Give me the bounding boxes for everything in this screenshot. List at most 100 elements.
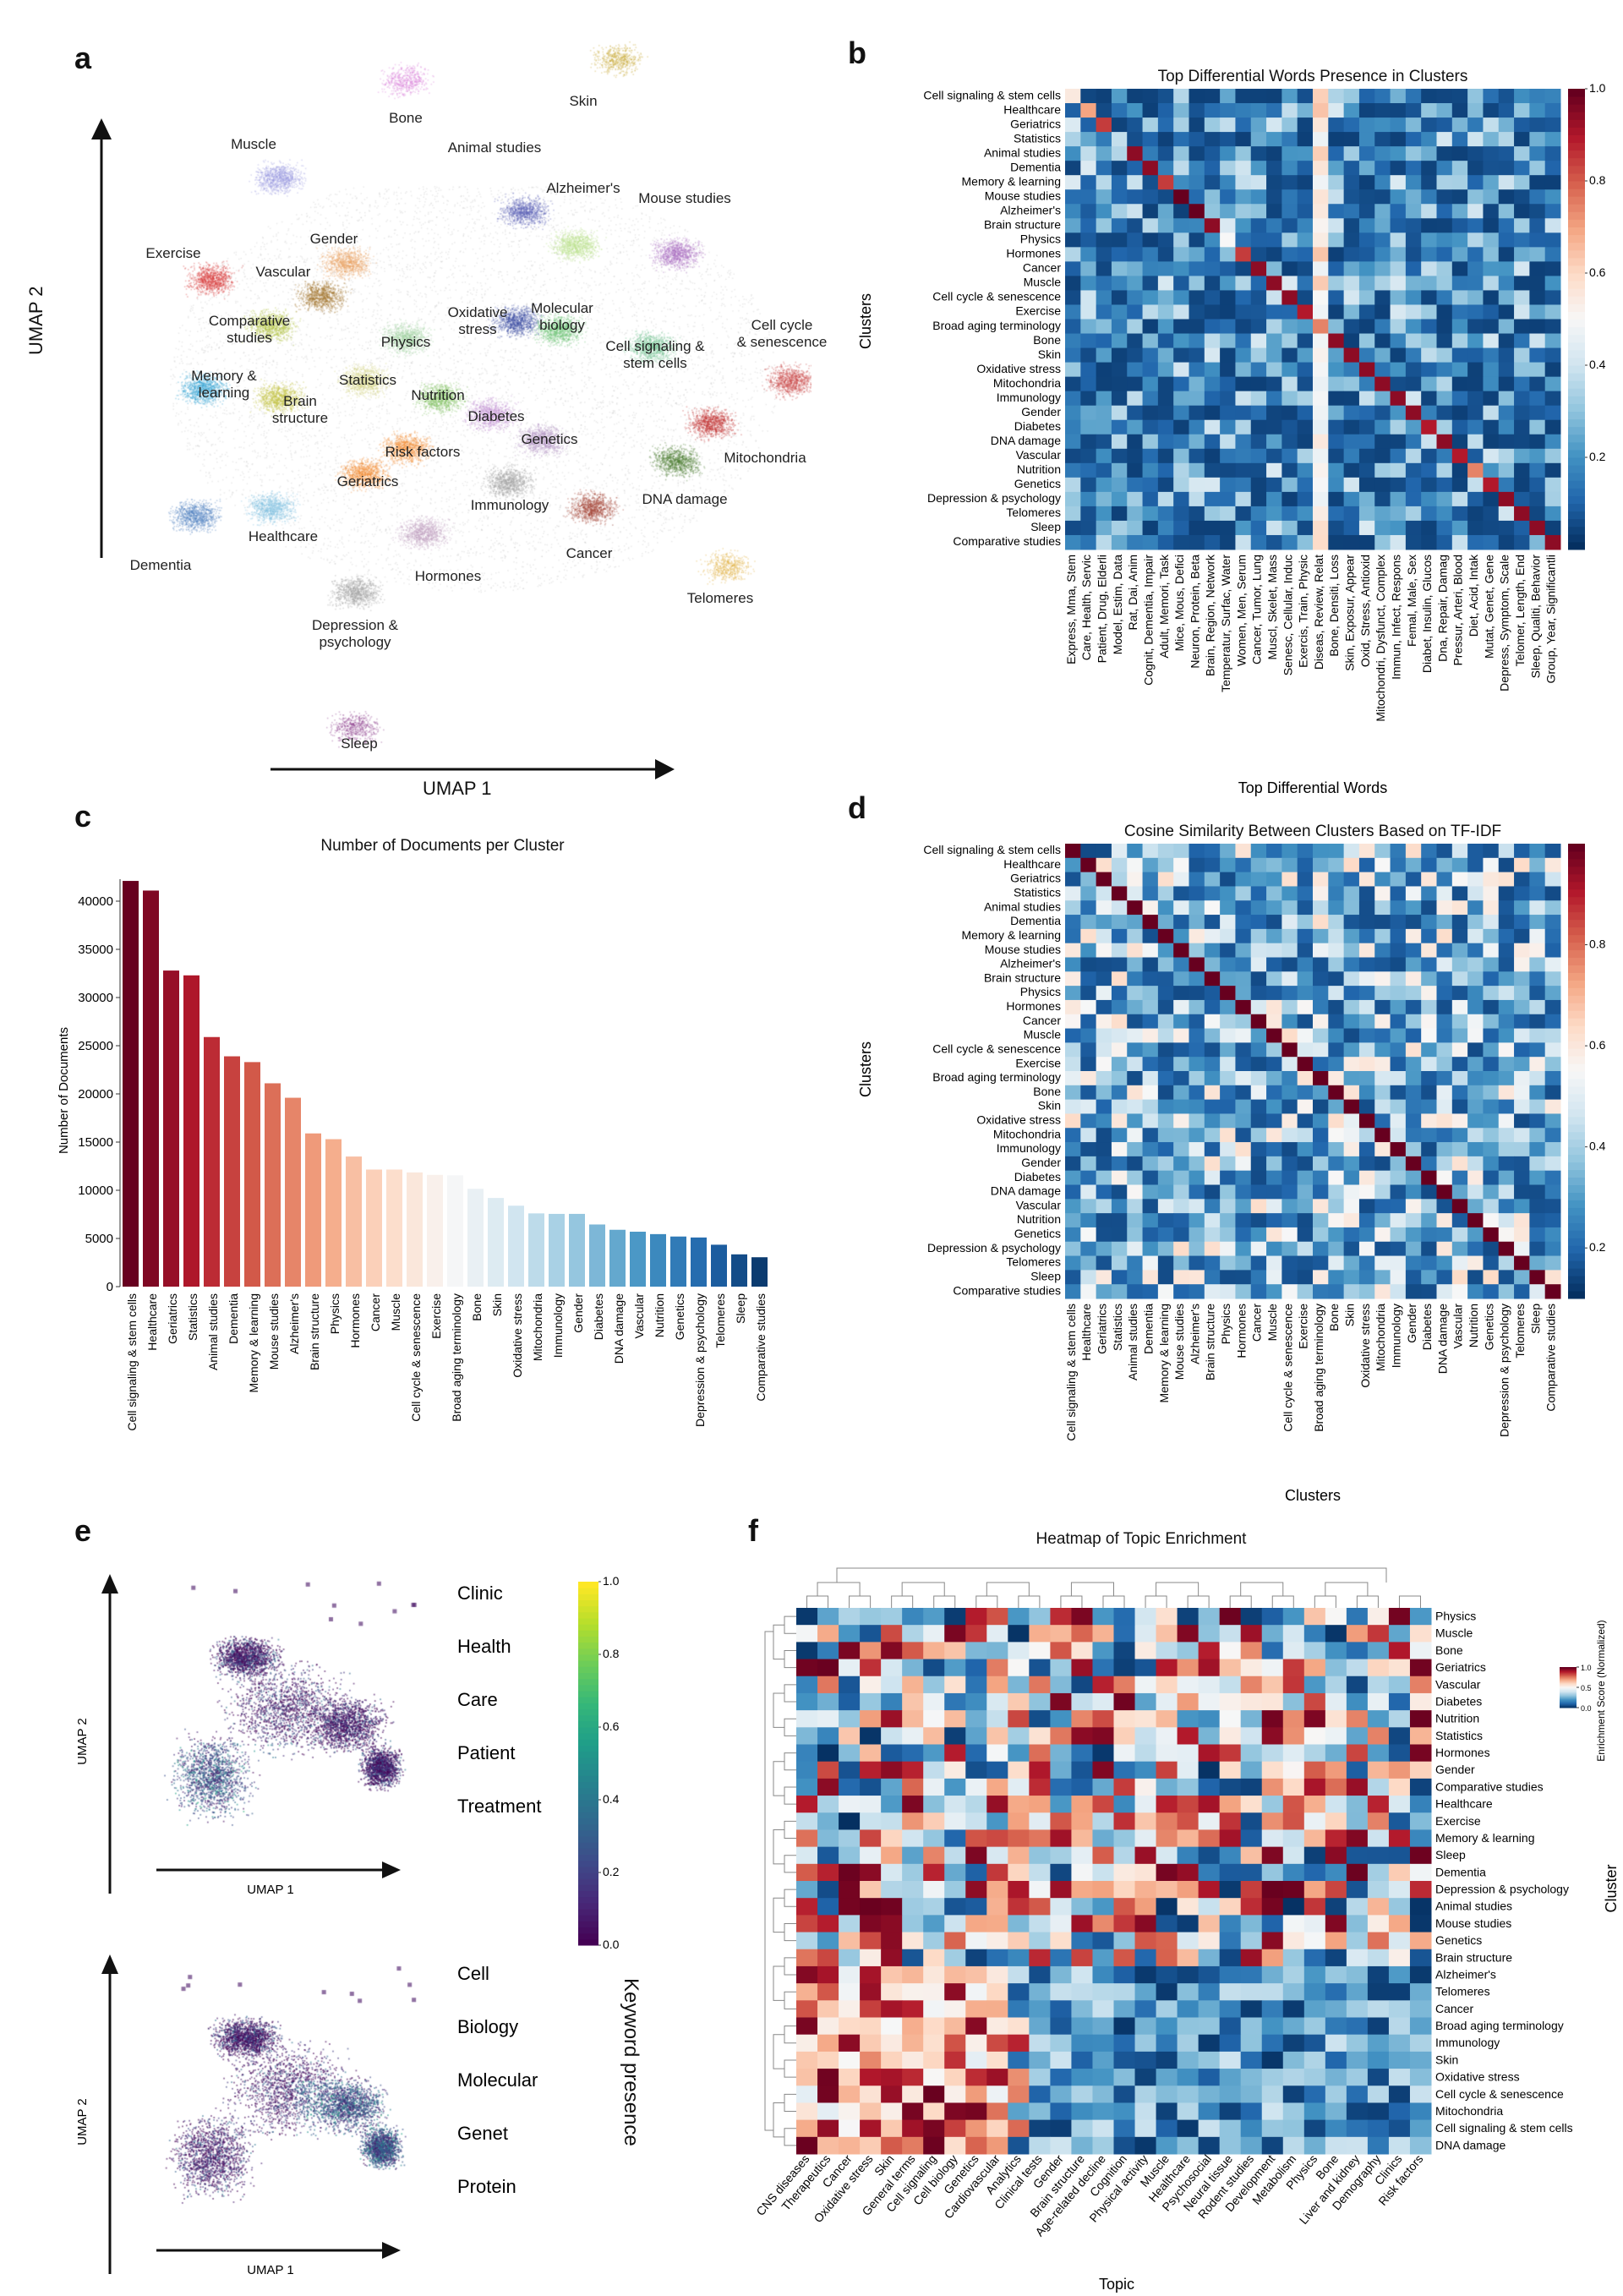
heatmap-cell <box>1325 1727 1347 1745</box>
heatmap-cell <box>1498 477 1515 493</box>
heatmap-cell <box>1050 1761 1072 1779</box>
heatmap-cell <box>1113 1983 1136 2001</box>
heatmap-cell <box>1071 1932 1093 1950</box>
heatmap-cell <box>860 1915 882 1933</box>
heatmap-cell <box>860 2034 882 2053</box>
heatmap-cell <box>1388 1881 1411 1899</box>
heatmap-cell <box>1080 290 1097 305</box>
heatmap-cell <box>1240 1812 1263 1830</box>
heatmap-cell <box>1198 1949 1221 1967</box>
heatmap-cell <box>1514 261 1530 276</box>
heatmap-cell <box>1451 118 1468 133</box>
heatmap-cell <box>1250 261 1267 276</box>
heatmap-cell <box>881 1676 903 1694</box>
heatmap-cell <box>1111 391 1128 407</box>
heatmap-cell <box>1266 304 1282 320</box>
heatmap-cell <box>1235 276 1252 291</box>
heatmap-cell <box>1529 161 1546 176</box>
heatmap-cell <box>860 2051 882 2069</box>
heatmap-cell <box>1282 1659 1305 1677</box>
heatmap-cell <box>1111 333 1128 349</box>
umap-cluster-label-29: Hormones <box>415 568 481 584</box>
heatmap-cell <box>1220 534 1236 550</box>
heatmap-cell <box>1127 405 1144 421</box>
heatmap-cell <box>1071 1710 1093 1728</box>
heatmap-cell <box>1483 347 1500 364</box>
heatmap-cell <box>1388 2136 1411 2155</box>
heatmap-cell <box>1529 520 1546 536</box>
heatmap-cell <box>1367 1949 1390 1967</box>
heatmap-cell <box>1346 2069 1369 2086</box>
heatmap-cell <box>1235 290 1252 305</box>
heatmap-cell <box>986 1983 1008 2001</box>
heatmap-cell <box>860 1949 882 1967</box>
heatmap-cell <box>1374 405 1391 421</box>
heatmap-cell <box>817 1692 839 1711</box>
heatmap-cell <box>796 1796 818 1813</box>
heatmap-cell <box>1204 347 1221 364</box>
heatmap-cell <box>1467 477 1484 493</box>
heatmap-cell <box>1451 276 1468 291</box>
heatmap-cell <box>1325 1846 1347 1865</box>
heatmap-cell <box>860 1608 882 1626</box>
heatmap-cell <box>1127 491 1144 507</box>
heatmap-cell <box>817 1710 839 1728</box>
heatmap-cell <box>902 1692 924 1711</box>
heatmap-cell <box>1092 1983 1114 2001</box>
heatmap-cell <box>1467 204 1484 219</box>
heatmap-cell <box>1297 189 1314 205</box>
heatmap-cell <box>1219 2000 1242 2018</box>
heatmap-cell <box>1080 405 1097 421</box>
heatmap-cell <box>1156 2102 1178 2121</box>
row-label: Statistics <box>1435 1729 1483 1742</box>
heatmap-cell <box>1405 462 1422 478</box>
heatmap-cell <box>1173 189 1189 205</box>
heatmap-cell <box>1281 319 1298 335</box>
heatmap-cell <box>1096 448 1112 464</box>
row-label: Gender <box>1435 1763 1475 1776</box>
heatmap-cell <box>1451 448 1468 464</box>
heatmap-cell <box>1303 2034 1326 2053</box>
heatmap-cell <box>1142 391 1159 407</box>
heatmap-cell <box>902 1898 924 1916</box>
heatmap-cell <box>1127 319 1144 335</box>
heatmap-cell <box>1204 247 1221 262</box>
heatmap-cell <box>1514 218 1530 233</box>
heatmap-cell <box>1157 491 1174 507</box>
heatmap-cell <box>1240 1829 1263 1848</box>
heatmap-cell <box>1303 2051 1326 2069</box>
heatmap-cell <box>1065 520 1081 536</box>
heatmap-cell <box>1142 448 1159 464</box>
heatmap-cell <box>1451 290 1468 305</box>
heatmap-cell <box>1266 405 1282 421</box>
heatmap-cell <box>1303 1778 1326 1796</box>
heatmap-cell <box>1467 276 1484 291</box>
heatmap-cell <box>986 2051 1008 2069</box>
heatmap-cell <box>817 1949 839 1967</box>
heatmap-cell <box>1189 304 1205 320</box>
heatmap-cell <box>1498 89 1515 104</box>
heatmap-cell <box>1204 534 1221 550</box>
heatmap-cell <box>796 1642 818 1660</box>
heatmap-cell <box>1483 419 1500 435</box>
heatmap-cell <box>1198 1625 1221 1643</box>
heatmap-cell <box>1096 103 1112 118</box>
umap-y-arrowhead-icon <box>91 118 112 139</box>
heatmap-cell <box>1282 1796 1305 1813</box>
heatmap-cell <box>944 2136 966 2155</box>
heatmap-cell <box>1529 232 1546 248</box>
column-label: Pressur, Arteri, Blood <box>1451 555 1465 666</box>
heatmap-cell <box>860 1812 882 1830</box>
heatmap-cell <box>1374 261 1391 276</box>
heatmap-cell <box>1498 506 1515 522</box>
heatmap-cell <box>1281 290 1298 305</box>
heatmap-cell <box>1313 132 1329 147</box>
row-label: Cancer <box>1023 261 1061 275</box>
heatmap-cell <box>1177 1932 1199 1950</box>
heatmap-cell <box>1092 1744 1114 1763</box>
heatmap-cell <box>839 1965 861 1984</box>
heatmap-cell <box>1080 448 1097 464</box>
heatmap-cell <box>1127 462 1144 478</box>
heatmap-cell <box>1388 1692 1411 1711</box>
row-label: Telomeres <box>1006 506 1061 519</box>
